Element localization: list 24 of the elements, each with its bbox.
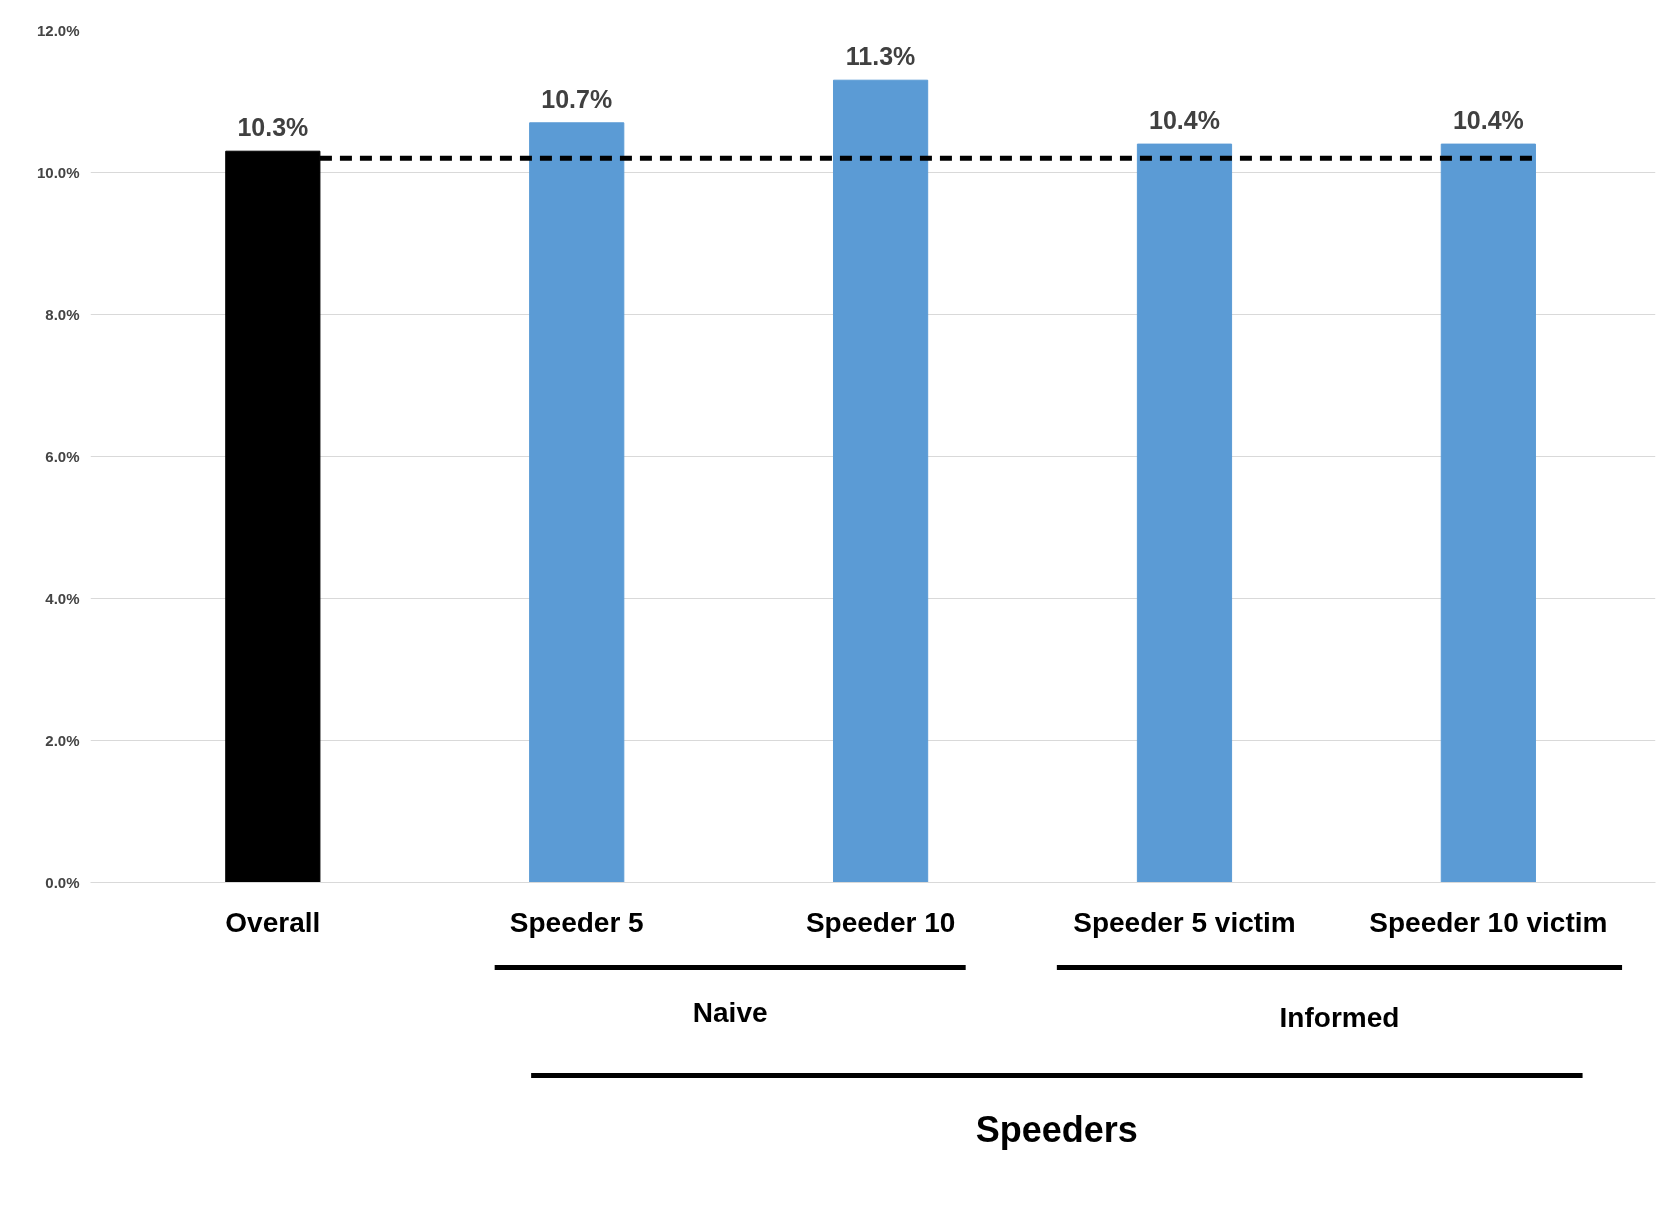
text: Naive <box>692 997 768 1028</box>
data-label: 10.7% <box>541 84 613 113</box>
bar <box>1440 143 1536 883</box>
x-tick-label: Speeder 5 victim <box>1073 906 1296 938</box>
x-tick-label: Overall <box>225 906 321 938</box>
data-label: 11.3% <box>845 42 916 71</box>
data-label: 10.4% <box>1452 106 1524 135</box>
data-label: 10.3% <box>237 113 309 142</box>
y-tick-label: 8.0% <box>45 306 80 323</box>
data-label: 10.4% <box>1149 106 1220 135</box>
bar <box>529 122 625 883</box>
y-tick-label: 6.0% <box>45 448 80 465</box>
bar <box>1136 143 1233 883</box>
bar <box>833 79 929 883</box>
y-tick-label: 2.0% <box>45 732 80 749</box>
text: Speeders <box>975 1109 1138 1150</box>
x-tick-label: Speeder 10 victim <box>1369 906 1608 938</box>
y-tick-label: 4.0% <box>45 590 80 607</box>
y-tick-label: 0.0% <box>45 874 80 891</box>
y-tick-label: 12.0% <box>36 22 80 39</box>
x-tick-label: Speeder 5 <box>509 906 644 938</box>
text: Informed <box>1279 1001 1400 1033</box>
y-tick-label: 10.0% <box>36 164 80 181</box>
x-tick-label: Speeder 10 <box>805 906 956 938</box>
